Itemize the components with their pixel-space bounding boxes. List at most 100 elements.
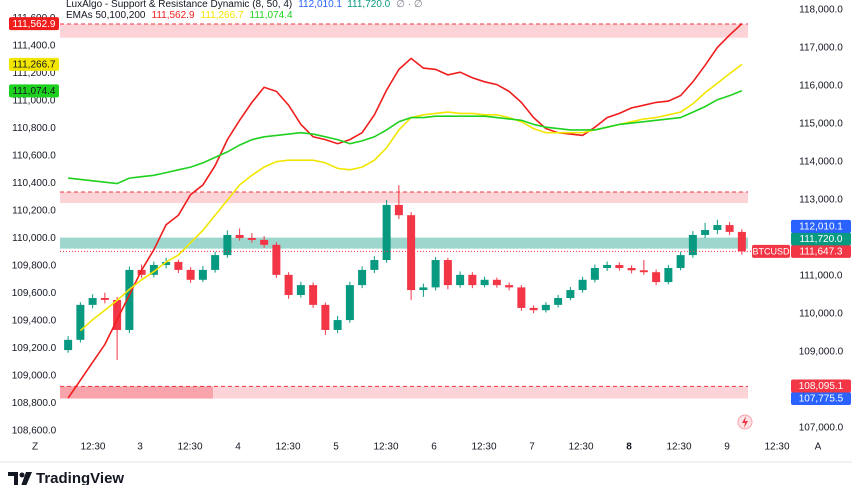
y2-tick-label: 110,400.0 [12,178,56,189]
x-tick-label: 3 [137,442,143,453]
candle-body [737,231,746,252]
legend-tail: ∅ · ∅ [396,0,422,10]
ema-tag-label: 111,562.9 [12,19,55,30]
auto-button[interactable]: A [815,442,822,453]
candle-body [627,268,636,271]
x-tick-label: 4 [235,442,241,453]
x-tick-label: 7 [529,442,535,453]
candle-body [652,272,661,283]
candle-body [100,298,109,300]
candle-body [443,260,452,286]
ema-line [67,23,743,399]
zone [60,24,748,38]
y2-tick-label: 110,600.0 [12,151,56,162]
candle-body [198,269,207,280]
y-tick-label: 114,000.0 [799,157,843,168]
candle-body [247,237,256,240]
candle-body [272,244,281,275]
ema-tag-label: 111,266.7 [12,60,55,71]
price-tag-label: 111,647.3 [799,247,842,258]
ema-tag [9,57,59,71]
candle-body [284,274,293,295]
price-tag-label: 107,775.5 [799,394,844,405]
y2-tick-label: 111,200.0 [12,68,55,79]
y2-tick-label: 110,800.0 [12,123,56,134]
candle-body [358,269,367,286]
y-tick-label: 109,000.0 [799,347,844,358]
candle-body [603,264,612,269]
x-tick-label: 12:30 [667,442,692,453]
price-tag [791,379,851,393]
y-tick-label: 116,000.0 [799,81,843,92]
alert-icon[interactable] [737,414,753,430]
candle-body [541,304,550,311]
y-tick-label: 113,000.0 [799,195,843,206]
legend-value: 111,074.4 [250,10,293,21]
x-tick-label: 5 [333,442,339,453]
candle-body [615,264,624,269]
ema-tag [9,17,59,31]
candle-body [468,274,477,286]
candle-body [505,285,514,288]
candle-body [664,268,673,283]
price-tag-label: 112,010.1 [799,222,843,233]
x-tick-label: 12:30 [764,442,789,453]
legend-title: EMAs 50,100,200 [66,10,146,21]
zoom-button[interactable]: Z [32,442,38,453]
plot-area [60,23,790,399]
y2-tick-label: 109,600.0 [12,288,57,299]
x-tick-label: 6 [431,442,437,453]
brand-logo [8,472,32,485]
legend-value: 111,720.0 [347,0,390,10]
candle-body [113,299,122,330]
candle-body [321,304,330,330]
candle-body [235,234,244,238]
candle-body [125,269,134,330]
y-tick-label: 118,000.0 [799,5,843,16]
symbol-tag [752,244,790,258]
candle-body [578,279,587,291]
price-tag-label: 108,095.1 [799,381,844,392]
candle-body [88,298,97,305]
y-tick-label: 117,000.0 [799,43,843,54]
legend-line: LuxAlgo - Support & Resistance Dynamic (… [66,0,423,10]
candle-body [676,255,685,269]
brand: TradingView [36,470,124,485]
price-tag [791,244,851,258]
candle-body [149,264,158,275]
candle-body [186,269,195,280]
candle-body [407,215,416,291]
symbol-tag-label: BTCUSD [752,246,790,256]
legend-line: EMAs 50,100,200 111,562.9 111,266.7 111,074… [66,10,293,21]
y-tick-label: 107,000.0 [799,423,844,434]
legend-title: LuxAlgo - Support & Resistance Dynamic (… [66,0,292,10]
x-tick-label: 12:30 [275,442,300,453]
price-tag-label: 111,720.0 [799,234,842,245]
candle-body [590,268,599,280]
x-tick-label: 12:30 [569,442,594,453]
price-tags: 107,775.5 108,095.1 111,647.3 BTCUSD 111,720… [9,17,851,406]
x-tick-label: 12:30 [373,442,398,453]
candle-body [725,225,734,232]
y2-tick-label: 110,200.0 [12,206,56,217]
candle-body [701,230,710,235]
y2-tick-label: 108,800.0 [12,398,57,409]
x-tick-label: 8 [626,442,632,453]
y-tick-label: 111,000.0 [799,271,842,282]
candle-body [431,260,440,288]
candle-body [713,225,722,231]
legend: LuxAlgo - Support & Resistance Dynamic (… [66,0,423,21]
ema-line [68,90,743,185]
y2-tick-label: 110,000.0 [12,233,56,244]
candle-body [566,290,575,299]
candle-body [517,287,526,308]
y-tick-label: 110,000.0 [799,309,843,320]
y2-tick-label: 109,800.0 [12,261,57,272]
candle-body [223,234,232,256]
y2-tick-label: 109,400.0 [12,316,57,327]
candle-body [688,234,697,256]
y2-tick-label: 108,600.0 [12,426,57,437]
zone [60,192,748,204]
ema-tag-label: 111,074.4 [12,86,55,97]
